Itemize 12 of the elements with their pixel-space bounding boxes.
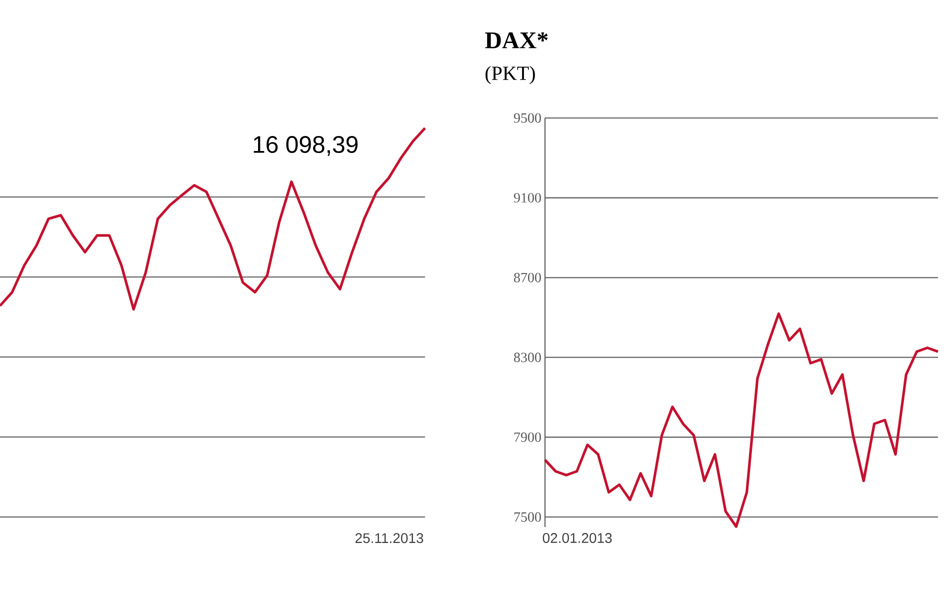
y-tick-label: 9500 bbox=[514, 113, 541, 123]
chart-subtitle: (PKT) bbox=[486, 66, 535, 84]
y-tick-label: 9100 bbox=[514, 193, 541, 203]
y-tick-label: 7900 bbox=[514, 432, 541, 442]
y-tick-label: 8700 bbox=[514, 272, 541, 282]
annotation: 16 098,39 bbox=[254, 136, 358, 156]
line-series bbox=[544, 312, 940, 528]
y-tick-label: 8300 bbox=[514, 352, 541, 362]
text: 02.01.2013 bbox=[542, 533, 612, 543]
y-tick-label: 7500 bbox=[514, 512, 541, 522]
text: 25.11.2013 bbox=[355, 533, 424, 544]
chart-title: DAX* bbox=[485, 32, 548, 48]
